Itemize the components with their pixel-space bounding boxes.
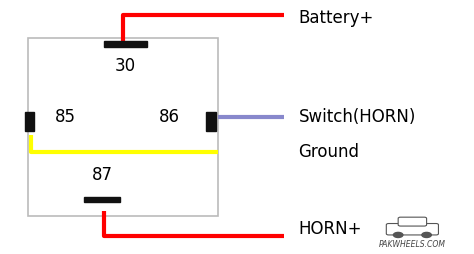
Text: 86: 86 [159, 108, 180, 126]
Circle shape [393, 232, 403, 237]
FancyBboxPatch shape [398, 217, 427, 226]
Text: Battery+: Battery+ [299, 9, 374, 27]
Bar [28, 38, 218, 216]
Circle shape [422, 232, 431, 237]
Text: 30: 30 [115, 57, 136, 75]
Bar [25, 112, 34, 132]
Bar [104, 41, 147, 47]
FancyBboxPatch shape [386, 224, 438, 235]
Text: HORN+: HORN+ [299, 220, 362, 237]
Text: 87: 87 [91, 166, 112, 184]
Bar [206, 112, 216, 132]
Text: Ground: Ground [299, 144, 360, 161]
Text: 85: 85 [55, 108, 75, 126]
Text: Switch(HORN): Switch(HORN) [299, 108, 416, 126]
Bar [84, 197, 119, 202]
Text: PAKWHEELS.COM: PAKWHEELS.COM [379, 240, 446, 249]
